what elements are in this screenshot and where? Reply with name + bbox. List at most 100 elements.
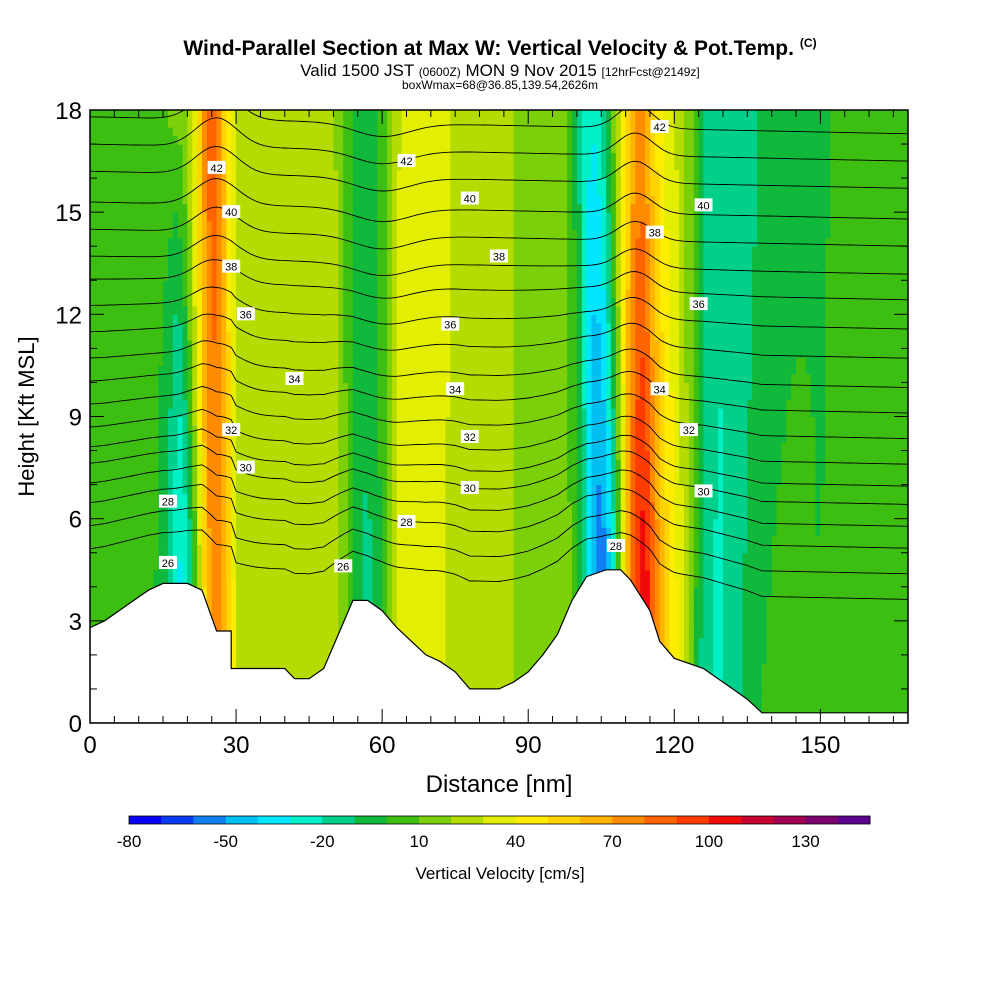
velocity-cell bbox=[406, 629, 412, 639]
velocity-cell bbox=[416, 595, 422, 605]
velocity-cell bbox=[279, 535, 286, 545]
velocity-cell bbox=[128, 595, 135, 605]
velocity-cell bbox=[333, 110, 339, 120]
velocity-cell bbox=[362, 356, 369, 367]
velocity-cell bbox=[352, 442, 359, 452]
velocity-cell bbox=[187, 518, 193, 528]
velocity-cell bbox=[124, 246, 130, 256]
velocity-cell bbox=[99, 484, 106, 494]
velocity-cell bbox=[265, 305, 271, 315]
velocity-cell bbox=[382, 169, 388, 179]
velocity-cell bbox=[260, 399, 266, 409]
velocity-cell bbox=[289, 595, 296, 605]
velocity-cell bbox=[109, 229, 115, 239]
velocity-cell bbox=[362, 263, 369, 273]
velocity-cell bbox=[382, 297, 388, 307]
velocity-cell bbox=[104, 425, 111, 435]
velocity-cell bbox=[109, 178, 115, 188]
velocity-cell bbox=[90, 212, 96, 222]
velocity-cell bbox=[133, 578, 140, 588]
velocity-cell bbox=[260, 246, 266, 256]
velocity-cell bbox=[309, 314, 315, 324]
velocity-cell bbox=[143, 493, 150, 503]
velocity-cell bbox=[338, 195, 344, 205]
velocity-cell bbox=[387, 212, 393, 222]
velocity-cell bbox=[318, 280, 325, 290]
velocity-cell bbox=[421, 169, 427, 179]
velocity-cell bbox=[401, 203, 408, 213]
velocity-cell bbox=[119, 271, 125, 281]
velocity-cell bbox=[240, 135, 247, 145]
velocity-cell bbox=[387, 535, 393, 545]
velocity-cell bbox=[387, 305, 393, 315]
velocity-cell bbox=[172, 382, 179, 392]
velocity-cell bbox=[260, 484, 266, 494]
velocity-cell bbox=[226, 612, 232, 622]
velocity-cell bbox=[153, 254, 159, 264]
velocity-cell bbox=[99, 322, 106, 332]
velocity-cell bbox=[221, 271, 227, 281]
velocity-cell bbox=[425, 646, 432, 656]
velocity-cell bbox=[206, 305, 213, 315]
velocity-cell bbox=[377, 467, 383, 477]
velocity-cell bbox=[231, 450, 237, 460]
velocity-cell bbox=[309, 331, 315, 341]
velocity-cell bbox=[275, 603, 281, 613]
velocity-cell bbox=[391, 544, 398, 554]
velocity-cell bbox=[294, 433, 300, 443]
velocity-cell bbox=[201, 110, 208, 120]
velocity-cell bbox=[99, 535, 106, 545]
velocity-cell bbox=[255, 399, 262, 409]
velocity-cell bbox=[382, 399, 388, 409]
velocity-cell bbox=[158, 442, 164, 452]
velocity-cell bbox=[211, 348, 218, 358]
velocity-cell bbox=[90, 510, 96, 520]
velocity-cell bbox=[250, 178, 257, 188]
velocity-cell bbox=[304, 127, 310, 137]
velocity-cell bbox=[158, 527, 164, 537]
velocity-cell bbox=[177, 169, 184, 179]
velocity-cell bbox=[387, 399, 393, 409]
velocity-cell bbox=[313, 416, 320, 426]
velocity-cell bbox=[270, 535, 276, 545]
velocity-cell bbox=[245, 569, 252, 579]
velocity-cell bbox=[294, 118, 300, 128]
velocity-cell bbox=[372, 484, 378, 494]
velocity-cell bbox=[158, 459, 164, 469]
velocity-cell bbox=[309, 212, 315, 222]
velocity-cell bbox=[348, 552, 354, 562]
velocity-cell bbox=[357, 212, 364, 222]
velocity-cell bbox=[299, 246, 305, 256]
velocity-cell bbox=[187, 373, 193, 384]
velocity-cell bbox=[260, 118, 266, 128]
velocity-cell bbox=[382, 510, 388, 520]
velocity-cell bbox=[236, 382, 242, 392]
velocity-cell bbox=[163, 161, 169, 171]
velocity-cell bbox=[299, 671, 305, 682]
velocity-cell bbox=[275, 433, 281, 443]
velocity-cell bbox=[182, 416, 188, 426]
velocity-cell bbox=[177, 373, 184, 384]
velocity-cell bbox=[128, 135, 135, 145]
velocity-cell bbox=[421, 322, 427, 332]
velocity-cell bbox=[372, 212, 378, 222]
velocity-cell bbox=[124, 339, 130, 349]
velocity-cell bbox=[236, 246, 242, 256]
velocity-cell bbox=[192, 535, 198, 545]
velocity-cell bbox=[94, 544, 101, 554]
velocity-cell bbox=[104, 544, 111, 554]
velocity-cell bbox=[255, 382, 262, 392]
velocity-cell bbox=[318, 467, 325, 477]
velocity-cell bbox=[425, 586, 432, 596]
velocity-cell bbox=[411, 578, 417, 588]
velocity-cell bbox=[367, 297, 374, 307]
velocity-cell bbox=[153, 220, 159, 230]
velocity-cell bbox=[309, 425, 315, 435]
velocity-cell bbox=[255, 654, 262, 665]
velocity-cell bbox=[114, 416, 120, 426]
velocity-cell bbox=[216, 254, 223, 264]
velocity-cell bbox=[177, 459, 184, 469]
velocity-cell bbox=[143, 118, 150, 128]
velocity-cell bbox=[382, 501, 388, 511]
velocity-cell bbox=[343, 118, 349, 128]
